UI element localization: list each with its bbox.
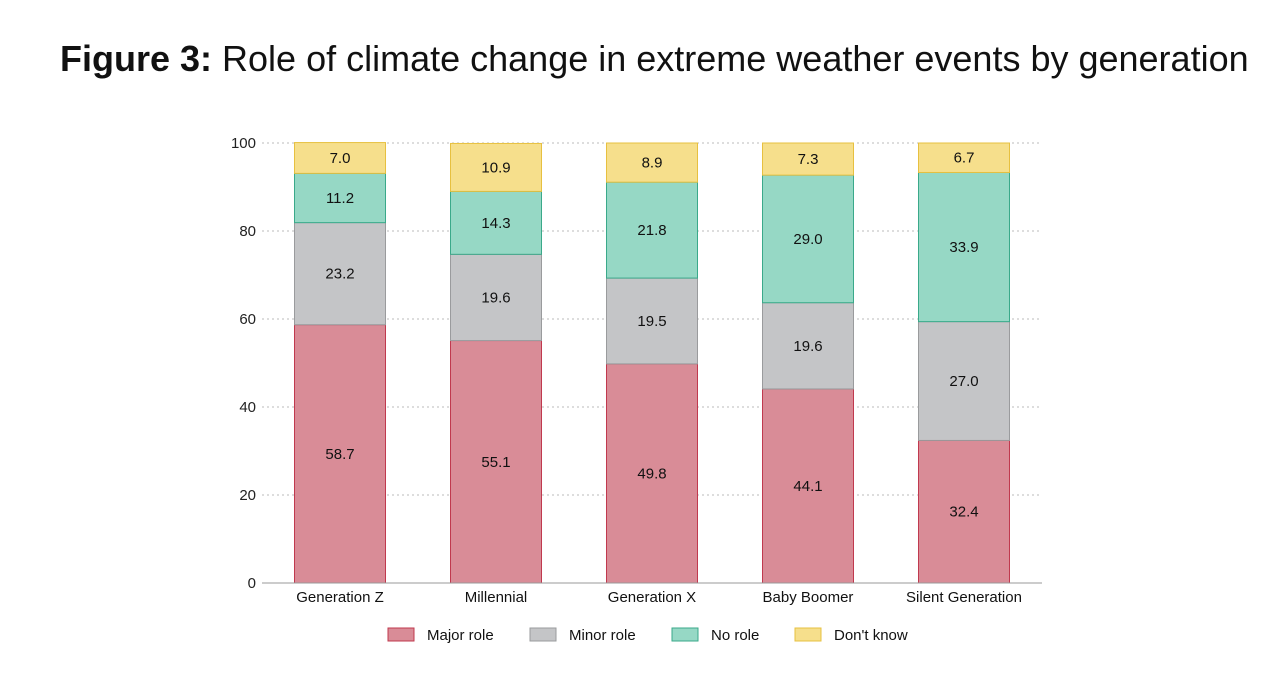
data-label-0-1: 55.1 [481, 454, 510, 471]
x-tick-label-3: Baby Boomer [763, 589, 854, 606]
bar-3-0 [294, 142, 386, 174]
bar-1-1 [450, 253, 542, 342]
bar-1-3 [762, 302, 854, 390]
data-label-3-0: 7.0 [330, 150, 351, 167]
bar-3-3 [762, 142, 854, 176]
bar-2-2 [606, 181, 698, 279]
data-label-1-0: 23.2 [325, 266, 354, 283]
data-label-0-3: 44.1 [793, 478, 822, 495]
bar-0-0 [294, 324, 386, 584]
legend-swatch-1 [529, 627, 557, 642]
data-label-2-3: 29.0 [793, 231, 822, 248]
legend-label-2: No role [711, 627, 759, 644]
data-label-2-1: 14.3 [481, 215, 510, 232]
data-label-1-1: 19.6 [481, 289, 510, 306]
y-tick-label-100: 100 [231, 135, 256, 152]
bar-3-1 [450, 142, 542, 192]
figure-title-text: Role of climate change in extreme weathe… [222, 38, 1249, 79]
data-label-3-2: 8.9 [642, 155, 663, 172]
data-label-3-3: 7.3 [798, 151, 819, 168]
legend-label-3: Don't know [834, 627, 908, 644]
data-label-0-4: 32.4 [949, 504, 978, 521]
data-label-0-0: 58.7 [325, 446, 354, 463]
data-label-1-2: 19.5 [637, 313, 666, 330]
bar-0-4 [918, 439, 1010, 584]
data-label-3-4: 6.7 [954, 150, 975, 167]
data-label-1-3: 19.6 [793, 338, 822, 355]
bar-1-4 [918, 321, 1010, 441]
legend-label-1: Minor role [569, 627, 636, 644]
data-label-0-2: 49.8 [637, 465, 666, 482]
bar-1-0 [294, 222, 386, 326]
data-label-2-2: 21.8 [637, 222, 666, 239]
y-tick-label-80: 80 [239, 223, 256, 240]
bar-3-4 [918, 142, 1010, 173]
bar-2-4 [918, 171, 1010, 323]
data-label-3-1: 10.9 [481, 159, 510, 176]
legend-label-0: Major role [427, 627, 494, 644]
legend-swatch-2 [671, 627, 699, 642]
x-tick-label-1: Millennial [465, 589, 528, 606]
x-tick-label-2: Generation X [608, 589, 696, 606]
bar-0-1 [450, 340, 542, 584]
data-label-2-0: 11.2 [326, 190, 354, 207]
x-tick-label-0: Generation Z [296, 589, 384, 606]
y-tick-label-60: 60 [239, 311, 256, 328]
data-label-1-4: 27.0 [949, 373, 978, 390]
bar-2-1 [450, 190, 542, 255]
bar-3-2 [606, 142, 698, 183]
x-tick-label-4: Silent Generation [906, 589, 1022, 606]
y-tick-label-20: 20 [239, 487, 256, 504]
bar-1-2 [606, 277, 698, 365]
y-tick-label-0: 0 [248, 575, 256, 592]
legend-swatch-0 [387, 627, 415, 642]
figure-label: Figure 3: [60, 38, 213, 79]
legend-swatch-3 [794, 627, 822, 642]
data-label-2-4: 33.9 [949, 239, 978, 256]
y-tick-label-40: 40 [239, 399, 256, 416]
bar-2-3 [762, 174, 854, 304]
figure-title: Figure 3: Role of climate change in extr… [60, 38, 1249, 80]
